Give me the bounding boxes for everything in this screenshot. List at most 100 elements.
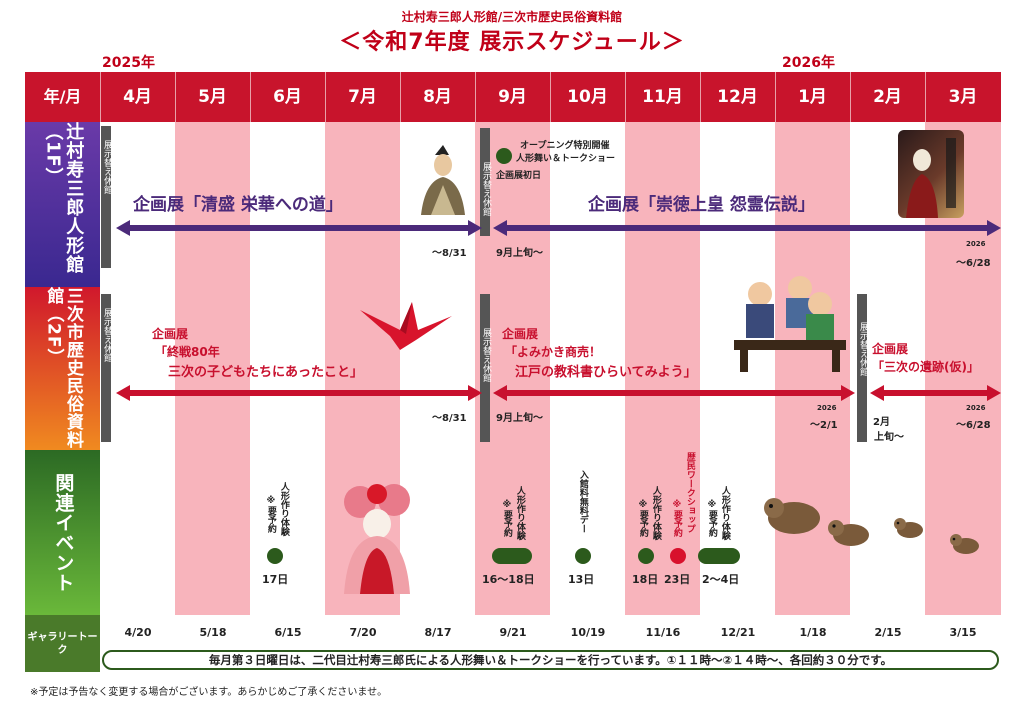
doll-exhibit-1-end: ～8/31 <box>432 248 467 259</box>
event-nov-workshop-dot <box>670 548 686 564</box>
gallery-date-nov: 11/16 <box>645 626 681 639</box>
divider <box>700 72 701 122</box>
event-sep-date: 16～18日 <box>482 573 535 586</box>
event-oct-free-day: 入館料無料デー <box>577 470 588 533</box>
gallery-date-feb: 2/15 <box>874 626 902 639</box>
museum-label: 三次市歴史民俗資料館（2F） <box>43 287 84 449</box>
month-oct: 10月 <box>567 87 608 107</box>
gallery-date-dec: 12/21 <box>720 626 756 639</box>
divider <box>775 72 776 122</box>
month-stripe-nov <box>625 122 700 615</box>
opening-event-dot <box>496 148 512 164</box>
doll-exhibit-1-title: 企画展「清盛 栄華への道」 <box>133 195 343 215</box>
event-nov-date-2: 23日 <box>664 573 691 586</box>
divider <box>325 72 326 122</box>
museum-exhibit-2-end-year: 2026 <box>817 404 837 412</box>
museum-exhibit-3-end-year: 2026 <box>966 404 986 412</box>
event-nov-workshop-reservation: ※要予約 <box>671 500 682 537</box>
gallery-date-mar: 3/15 <box>949 626 977 639</box>
divider <box>850 72 851 122</box>
doll-hall-label: 辻村寿三郎人形館（1F） <box>42 122 85 274</box>
museum-exhibit-2-arrow <box>493 385 855 401</box>
month-dec: 12月 <box>717 87 758 107</box>
event-nov-dot <box>638 548 654 564</box>
page-title: ＜令和7年度 展示スケジュール＞ <box>339 30 685 55</box>
museum-exhibit-3-start-period: 上旬～ <box>874 432 904 443</box>
event-jun-reservation: ※要予約 <box>265 496 276 533</box>
gallery-date-jul: 7/20 <box>349 626 377 639</box>
kimono-doll-illustration <box>330 480 424 594</box>
museum-exhibit-2-line2: 「よみかき商売！ <box>505 345 602 359</box>
month-feb: 2月 <box>873 87 902 107</box>
event-sep-doll-making: 人形作り体験 <box>514 486 525 540</box>
event-dec-doll-making: 人形作り体験 <box>719 486 730 540</box>
doll-exhibit-1-arrow <box>116 220 482 236</box>
month-aug: 8月 <box>423 87 452 107</box>
row-label-doll-hall: 辻村寿三郎人形館（1F） <box>25 122 100 287</box>
divider <box>550 72 551 122</box>
month-sep: 9月 <box>498 87 527 107</box>
gallery-date-oct: 10/19 <box>570 626 606 639</box>
sutoku-poster-illustration <box>898 130 964 218</box>
row-label-museum: 三次市歴史民俗資料館（2F） <box>25 287 100 450</box>
gallery-date-may: 5/18 <box>199 626 227 639</box>
gallery-talk-label: ギャラリートーク <box>25 615 100 672</box>
doll-exhibit-2-title: 企画展「崇徳上皇 怨霊伝説」 <box>588 195 815 215</box>
event-sep-reservation: ※要予約 <box>501 500 512 537</box>
sparrow-figurine-illustration <box>826 514 870 548</box>
closure-text: 展示替え休館 <box>102 308 112 362</box>
closure-box: 展示替え休館 <box>101 126 112 268</box>
museum-exhibit-3-line2: 「三次の遺跡(仮)」 <box>872 360 979 374</box>
doll-exhibit-2-arrow <box>493 220 1001 236</box>
divider <box>625 72 626 122</box>
sparrow-figurine-illustration <box>948 530 980 556</box>
year-2025-label: 2025年 <box>102 55 155 71</box>
month-may: 5月 <box>198 87 227 107</box>
event-sep-pill <box>492 548 532 564</box>
opening-note-line1: オープニング特別開催 <box>520 141 610 151</box>
gallery-date-jan: 1/18 <box>799 626 827 639</box>
event-oct-dot <box>575 548 591 564</box>
month-apr: 4月 <box>123 87 152 107</box>
museum-exhibit-2-line3: 江戸の教科書ひらいてみよう」 <box>515 365 697 380</box>
events-label: 関連イベント <box>52 472 75 593</box>
closure-box: 展示替え休館 <box>480 128 491 236</box>
event-jun-date: 17日 <box>262 573 289 586</box>
opening-day-note: 企画展初日 <box>496 171 542 181</box>
closure-text: 展示替え休館 <box>102 140 112 194</box>
event-nov-doll-making: 人形作り体験 <box>650 486 661 540</box>
organization-name: 辻村寿三郎人形館/三次市歴史民俗資料館 <box>401 10 623 24</box>
event-nov-reservation: ※要予約 <box>637 500 648 537</box>
divider <box>250 72 251 122</box>
gallery-talk-note: 毎月第３日曜日は、二代目辻村寿三郎氏による人形舞い＆トークショーを行っています。… <box>102 650 999 670</box>
kiyomori-portrait-illustration <box>413 145 473 215</box>
divider <box>100 72 101 122</box>
museum-exhibit-1-line2: 「終戦80年 <box>155 345 220 359</box>
divider <box>400 72 401 122</box>
sparrow-figurine-illustration <box>892 514 924 540</box>
event-oct-date: 13日 <box>568 573 595 586</box>
museum-exhibit-2-end: ～2/1 <box>810 420 838 431</box>
doll-exhibit-2-end: ～6/28 <box>956 258 991 269</box>
row-label-events: 関連イベント <box>25 450 100 615</box>
event-dec-pill <box>698 548 740 564</box>
museum-exhibit-1-line1: 企画展 <box>152 327 189 341</box>
divider <box>475 72 476 122</box>
museum-exhibit-2-line1: 企画展 <box>502 327 539 341</box>
museum-exhibit-1-line3: 三次の子どもたちにあったこと」 <box>168 365 364 380</box>
museum-exhibit-3-end: ～6/28 <box>956 420 991 431</box>
month-nov: 11月 <box>642 87 683 107</box>
museum-exhibit-3-start-month: 2月 <box>873 417 890 428</box>
month-jan: 1月 <box>798 87 827 107</box>
closure-text: 展示替え休館 <box>481 328 491 382</box>
paper-crane-illustration <box>360 296 452 352</box>
event-jun-doll-making: 人形作り体験 <box>278 482 289 536</box>
museum-exhibit-1-end: ～8/31 <box>432 413 467 424</box>
closure-box: 展示替え休館 <box>101 294 112 442</box>
sparrow-figurine-illustration <box>760 490 822 536</box>
gallery-date-apr: 4/20 <box>124 626 152 639</box>
gallery-date-sep: 9/21 <box>499 626 527 639</box>
gallery-date-aug: 8/17 <box>424 626 452 639</box>
month-jul: 7月 <box>348 87 377 107</box>
divider <box>175 72 176 122</box>
